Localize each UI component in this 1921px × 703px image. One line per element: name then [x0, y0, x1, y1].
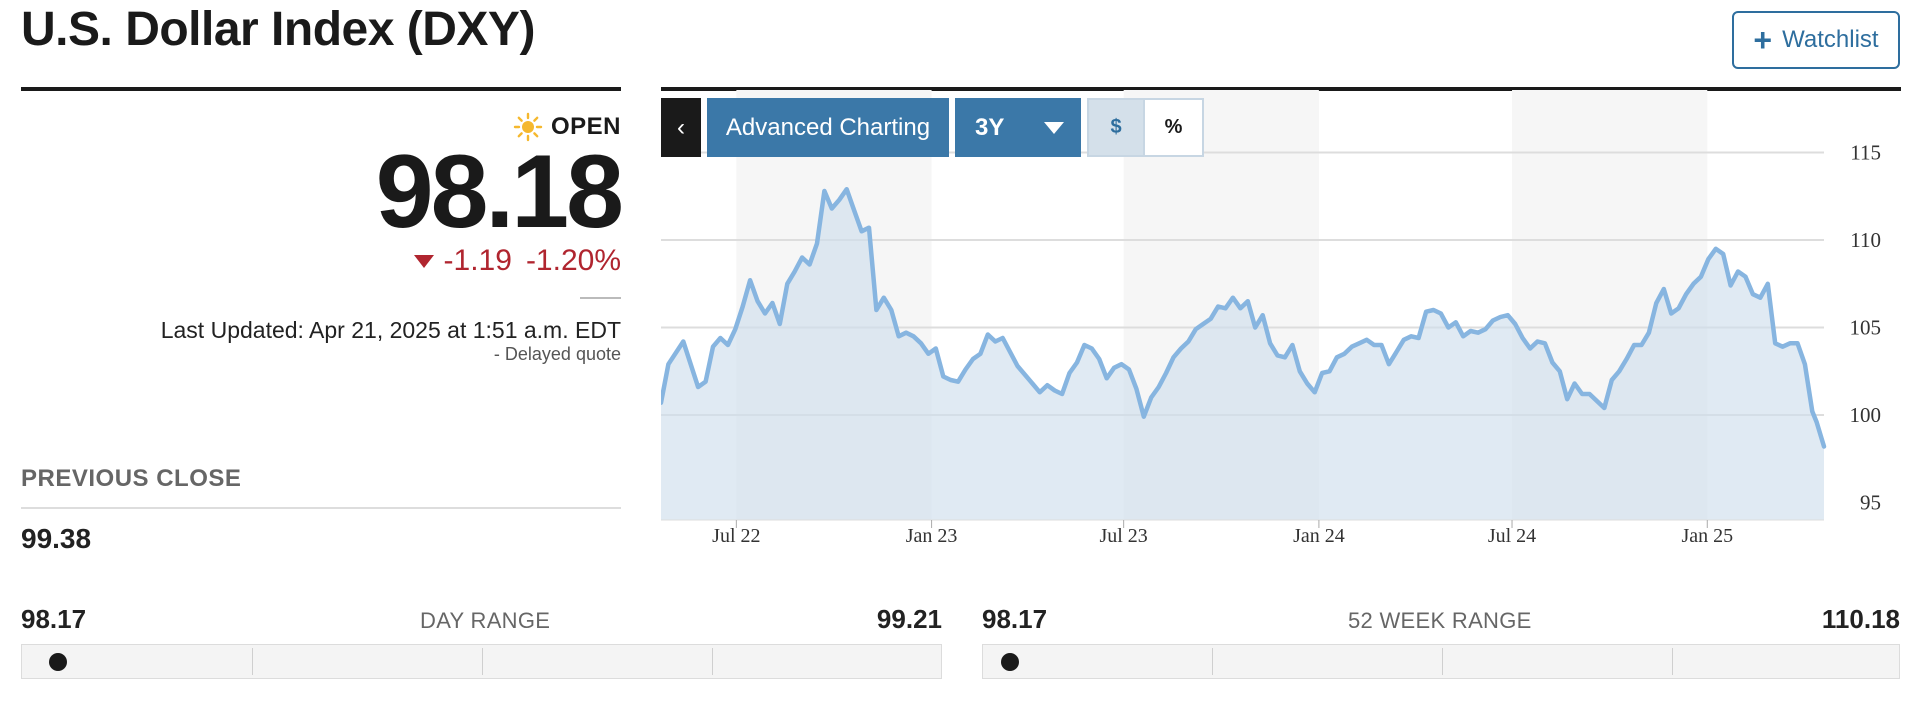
chevron-down-icon: [1044, 121, 1065, 134]
percent-toggle[interactable]: %: [1145, 98, 1204, 157]
x-tick-label: Jan 23: [906, 525, 958, 547]
price-area: [661, 189, 1824, 520]
change-percent: -1.20%: [525, 244, 621, 277]
market-status: OPEN: [513, 112, 621, 142]
currency-toggle[interactable]: $: [1087, 98, 1145, 157]
range-tick: [482, 648, 483, 675]
watchlist-label: Watchlist: [1782, 26, 1879, 53]
day-range-marker: [48, 653, 67, 671]
advanced-charting-button[interactable]: Advanced Charting: [707, 98, 949, 157]
y-tick-label: 95: [1860, 491, 1881, 515]
range-tick: [252, 648, 253, 675]
previous-close-value: 99.38: [21, 523, 92, 554]
day-range-low: 98.17: [21, 604, 87, 634]
x-tick-label: Jan 25: [1681, 525, 1733, 547]
range-select-value: 3Y: [975, 113, 1005, 141]
chevron-left-icon: ‹: [677, 113, 685, 141]
last-updated: Last Updated: Apr 21, 2025 at 1:51 a.m. …: [160, 317, 621, 343]
chart-divider: [661, 87, 1901, 91]
watchlist-button[interactable]: + Watchlist: [1732, 11, 1900, 69]
y-tick-label: 115: [1850, 141, 1881, 165]
plus-icon: +: [1753, 22, 1773, 58]
x-tick-label: Jan 24: [1293, 525, 1345, 547]
price-line: [661, 186, 1827, 449]
week52-range-bar: [982, 644, 1900, 679]
previous-close-divider: [21, 507, 621, 509]
x-tick-label: Jul 24: [1488, 525, 1536, 547]
y-tick-label: 100: [1850, 403, 1882, 427]
sun-icon: [513, 112, 543, 142]
down-arrow-icon: [413, 254, 434, 268]
week52-range-high: 110.18: [1821, 604, 1900, 634]
y-tick-label: 105: [1850, 316, 1882, 340]
quote-divider: [580, 297, 621, 299]
delayed-quote-note: - Delayed quote: [493, 344, 621, 364]
range-tick: [1672, 648, 1673, 675]
day-range-bar: [21, 644, 942, 679]
y-tick-label: 110: [1850, 228, 1881, 252]
week52-range-label: 52 WEEK RANGE: [1348, 608, 1532, 633]
last-price: 98.18: [375, 134, 624, 250]
range-tick: [712, 648, 713, 675]
price-chart[interactable]: 115 110 105 100 95 Jul 22 Jan 23 Jul 23 Jan 24 Ju…: [661, 90, 1901, 560]
day-range-high: 99.21: [876, 604, 942, 634]
price-change: -1.19 -1.20%: [413, 244, 621, 278]
week52-range-marker: [1001, 653, 1019, 671]
x-tick-label: Jul 22: [712, 525, 760, 547]
collapse-chart-button[interactable]: ‹: [661, 98, 701, 157]
x-tick-label: Jul 23: [1099, 525, 1147, 547]
status-label: OPEN: [550, 113, 621, 140]
previous-close-label: PREVIOUS CLOSE: [21, 465, 242, 492]
range-tick: [1442, 648, 1443, 675]
range-select[interactable]: 3Y: [955, 98, 1081, 157]
day-range-label: DAY RANGE: [420, 608, 551, 633]
page-title: U.S. Dollar Index (DXY): [21, 3, 535, 56]
change-points: -1.19: [443, 244, 512, 277]
range-tick: [1212, 648, 1213, 675]
week52-range-low: 98.17: [982, 604, 1048, 634]
left-divider: [21, 87, 621, 91]
